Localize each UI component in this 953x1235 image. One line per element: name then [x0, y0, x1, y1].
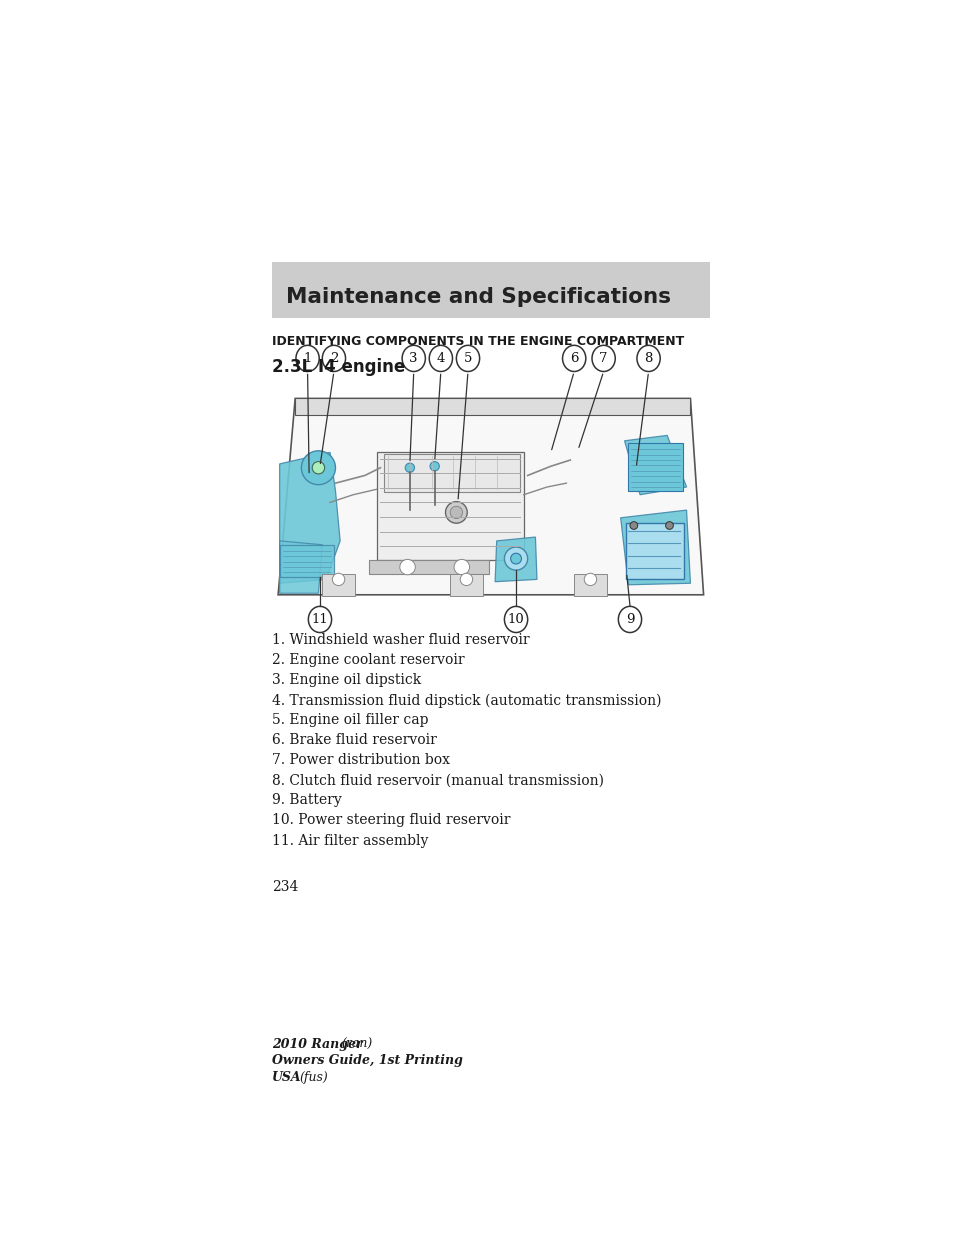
- Circle shape: [665, 521, 673, 530]
- Ellipse shape: [429, 346, 452, 372]
- Ellipse shape: [308, 606, 332, 632]
- Circle shape: [629, 521, 637, 530]
- Circle shape: [510, 553, 521, 564]
- Ellipse shape: [562, 346, 585, 372]
- Circle shape: [445, 501, 467, 524]
- Ellipse shape: [618, 606, 641, 632]
- Text: Maintenance and Specifications: Maintenance and Specifications: [286, 287, 670, 306]
- Ellipse shape: [637, 346, 659, 372]
- Text: Owners Guide, 1st Printing: Owners Guide, 1st Printing: [272, 1055, 462, 1067]
- Text: 7. Power distribution box: 7. Power distribution box: [272, 753, 450, 767]
- Bar: [574, 574, 606, 595]
- Text: 11: 11: [312, 613, 328, 626]
- Circle shape: [454, 559, 469, 574]
- Circle shape: [301, 451, 335, 484]
- Text: IDENTIFYING COMPONENTS IN THE ENGINE COMPARTMENT: IDENTIFYING COMPONENTS IN THE ENGINE COM…: [272, 335, 683, 347]
- Bar: [369, 561, 488, 574]
- Text: 5. Engine oil filler cap: 5. Engine oil filler cap: [272, 714, 428, 727]
- Bar: [272, 375, 709, 603]
- Ellipse shape: [592, 346, 615, 372]
- Bar: [272, 262, 709, 317]
- Text: 1. Windshield washer fluid reservoir: 1. Windshield washer fluid reservoir: [272, 634, 529, 647]
- Ellipse shape: [295, 346, 319, 372]
- Bar: [322, 574, 355, 595]
- Circle shape: [459, 573, 472, 585]
- Polygon shape: [279, 541, 322, 593]
- Text: 7: 7: [598, 352, 607, 364]
- Polygon shape: [278, 399, 703, 595]
- Text: USA: USA: [272, 1072, 301, 1084]
- Text: 234: 234: [272, 879, 298, 894]
- Text: 5: 5: [463, 352, 472, 364]
- Text: 9: 9: [625, 613, 634, 626]
- Circle shape: [399, 559, 415, 574]
- Ellipse shape: [456, 346, 479, 372]
- Text: 10: 10: [507, 613, 524, 626]
- Text: 1: 1: [303, 352, 312, 364]
- Text: 2: 2: [330, 352, 337, 364]
- Bar: [376, 452, 523, 561]
- Text: 2. Engine coolant reservoir: 2. Engine coolant reservoir: [272, 653, 464, 667]
- Circle shape: [430, 462, 439, 471]
- Text: (fus): (fus): [299, 1072, 328, 1084]
- Polygon shape: [624, 436, 686, 495]
- Circle shape: [332, 573, 344, 585]
- Ellipse shape: [402, 346, 425, 372]
- Text: 2.3L I4 engine: 2.3L I4 engine: [272, 358, 405, 375]
- Circle shape: [312, 462, 324, 474]
- Polygon shape: [495, 537, 537, 582]
- Circle shape: [504, 547, 527, 571]
- Bar: [294, 399, 690, 415]
- Ellipse shape: [322, 346, 345, 372]
- Circle shape: [450, 506, 462, 519]
- Text: 4. Transmission fluid dipstick (automatic transmission): 4. Transmission fluid dipstick (automati…: [272, 693, 660, 708]
- Text: 10. Power steering fluid reservoir: 10. Power steering fluid reservoir: [272, 814, 510, 827]
- Bar: [279, 545, 334, 577]
- Circle shape: [405, 463, 415, 472]
- Text: 3: 3: [409, 352, 417, 364]
- Circle shape: [583, 573, 596, 585]
- Text: 3. Engine oil dipstick: 3. Engine oil dipstick: [272, 673, 420, 688]
- Polygon shape: [620, 510, 690, 585]
- Text: 8. Clutch fluid reservoir (manual transmission): 8. Clutch fluid reservoir (manual transm…: [272, 773, 603, 788]
- Polygon shape: [279, 452, 340, 583]
- Bar: [625, 524, 683, 579]
- Text: 6. Brake fluid reservoir: 6. Brake fluid reservoir: [272, 734, 436, 747]
- Bar: [628, 443, 682, 490]
- Bar: [450, 574, 482, 595]
- Text: (ran): (ran): [341, 1037, 373, 1051]
- Text: 2010 Ranger: 2010 Ranger: [272, 1037, 362, 1051]
- Ellipse shape: [504, 606, 527, 632]
- Text: 4: 4: [436, 352, 445, 364]
- Text: 6: 6: [569, 352, 578, 364]
- Text: 11. Air filter assembly: 11. Air filter assembly: [272, 834, 428, 847]
- Text: 8: 8: [643, 352, 652, 364]
- Text: 9. Battery: 9. Battery: [272, 793, 341, 808]
- Bar: [384, 454, 519, 493]
